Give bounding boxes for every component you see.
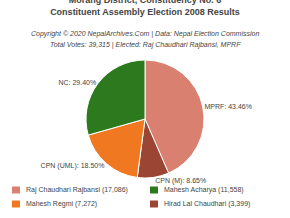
svg-text:CPN (M): 8.65%: CPN (M): 8.65% [155, 177, 206, 185]
svg-text:Mahesh Regmi (7,272): Mahesh Regmi (7,272) [26, 200, 97, 208]
svg-text:CPN (UML): 18.50%: CPN (UML): 18.50% [41, 162, 105, 170]
svg-text:Morang District, Constituency: Morang District, Constituency No. 6Const… [50, 0, 240, 17]
svg-text:Raj Chaudhari Rajbansi (17,086: Raj Chaudhari Rajbansi (17,086) [26, 186, 128, 194]
svg-text:Total Votes: 39,315 | Elected:: Total Votes: 39,315 | Elected: Raj Chaud… [50, 41, 241, 49]
svg-text:Mahesh Acharya (11,558): Mahesh Acharya (11,558) [164, 186, 244, 194]
svg-text:MPRF: 43.46%: MPRF: 43.46% [205, 103, 252, 110]
svg-text:Hirad Lal Chaudhari (3,399): Hirad Lal Chaudhari (3,399) [164, 200, 250, 208]
svg-text:NC: 29.40%: NC: 29.40% [58, 79, 96, 86]
svg-text:Copyright © 2020 NepalArchives: Copyright © 2020 NepalArchives.Com | Dat… [31, 30, 259, 38]
